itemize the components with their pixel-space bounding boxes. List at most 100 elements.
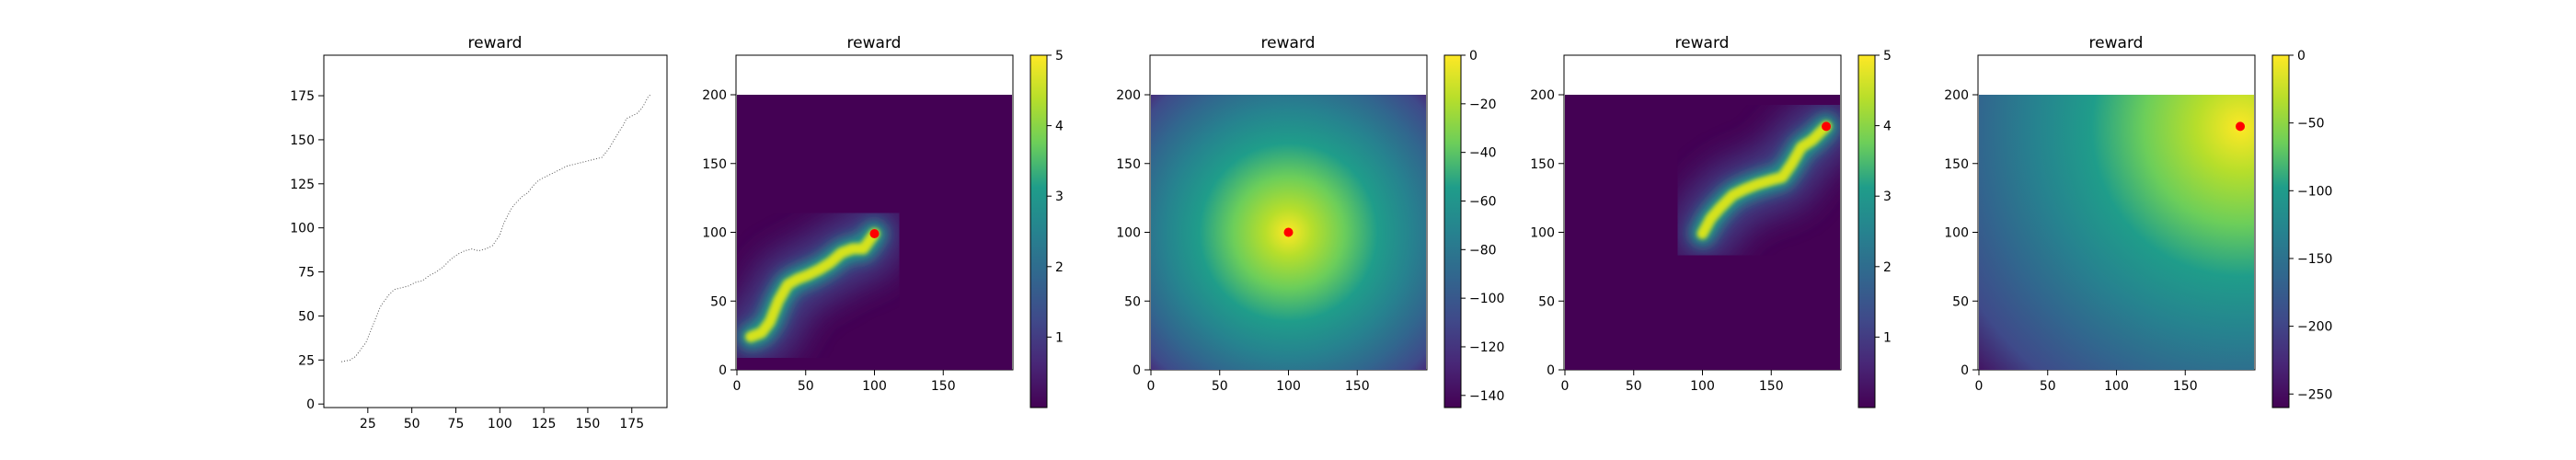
panel-3-colorbar-tick-label: −40 (1469, 146, 1497, 161)
panel-2-x-tick-label: 100 (862, 379, 887, 394)
panel-5-y-tick-label: 200 (1944, 88, 1969, 103)
panel-3-x-tick-label: 0 (1147, 379, 1156, 394)
panel-5-x-tick-label: 150 (2173, 379, 2198, 394)
panel-1-path-plot: reward 25 50 75 100 125 150 175 0 25 50 75 100 125 1… (290, 34, 668, 431)
panel-1-x-tick-label: 50 (404, 417, 420, 431)
panel-1-y-tick-label: 75 (298, 266, 315, 281)
panel-1-axes-frame (323, 54, 668, 408)
panel-3-colorbar-tick-label: −100 (1469, 292, 1504, 306)
panel-3-goal-marker (1283, 227, 1294, 237)
panel-4-x-ticks: 0 50 100 150 (1561, 370, 1784, 394)
panel-4-colorbar-ticks: 1 2 3 4 5 (1875, 49, 1892, 345)
panel-5-colorbar-tick-label: −150 (2297, 252, 2332, 267)
panel-4-title: reward (1675, 34, 1730, 52)
panel-4-colorbar-tick-label: 3 (1883, 190, 1892, 204)
panel-3-colorbar (1443, 54, 1462, 408)
panel-3-colorbar-tick-label: −20 (1469, 98, 1497, 112)
panel-2-y-ticks: 0 50 100 150 200 (702, 88, 736, 378)
panel-4-colorbar-tick-label: 5 (1883, 49, 1892, 63)
panel-1-y-tick-label: 125 (290, 178, 315, 192)
panel-4-colorbar (1857, 54, 1876, 408)
panel-4-path-core (1696, 121, 1832, 239)
panel-1-x-tick-label: 25 (360, 417, 376, 431)
panel-4-goal-marker (1822, 121, 1832, 132)
panel-5-title: reward (2089, 34, 2144, 52)
panel-5-image (1979, 95, 2254, 370)
panel-3-colorbar-ticks: 0 −20 −40 −60 −80 −100 −120 −140 (1461, 49, 1504, 404)
panel-2-title: reward (847, 34, 902, 52)
panel-2-y-tick-label: 50 (710, 294, 727, 309)
panel-3-x-tick-label: 150 (1345, 379, 1370, 394)
panel-2-colorbar-tick-label: 2 (1055, 260, 1064, 275)
panel-4-x-tick-label: 100 (1690, 379, 1715, 394)
panel-4-colorbar-tick-label: 4 (1883, 120, 1892, 134)
panel-1-y-tick-label: 100 (290, 222, 315, 236)
panel-4-colorbar-tick-label: 2 (1883, 260, 1892, 275)
panel-1-x-tick-label: 150 (576, 417, 601, 431)
panel-2-heatmap: reward 0 50 100 150 0 50 100 150 200 1 2 3 4 5 (702, 34, 1064, 408)
panel-1-series (341, 93, 652, 362)
panel-4-y-ticks: 0 50 100 150 200 (1530, 88, 1564, 378)
panel-3-colorbar-tick-label: −80 (1469, 243, 1497, 258)
panel-3-colorbar-tick-label: −120 (1469, 340, 1504, 355)
panel-3-y-tick-label: 0 (1133, 363, 1141, 378)
panel-5-x-ticks: 0 50 100 150 (1975, 370, 2198, 394)
panel-5-colorbar-tick-label: −250 (2297, 387, 2332, 402)
panel-1-x-tick-label: 125 (532, 417, 557, 431)
panel-2-colorbar (1029, 54, 1048, 408)
panel-2-colorbar-tick-label: 5 (1055, 49, 1064, 63)
panel-5-y-ticks: 0 50 100 150 200 (1944, 88, 1978, 378)
panel-2-colorbar-tick-label: 1 (1055, 330, 1064, 345)
panel-2-y-tick-label: 0 (719, 363, 727, 378)
panel-4-x-tick-label: 50 (1626, 379, 1642, 394)
panel-3-x-tick-label: 100 (1276, 379, 1301, 394)
panel-2-goal-marker (869, 228, 880, 238)
panel-2-y-tick-label: 200 (702, 88, 727, 103)
panel-5-y-tick-label: 100 (1944, 226, 1969, 241)
panel-1-x-tick-label: 175 (619, 417, 644, 431)
panel-1-path-line (341, 93, 652, 362)
panel-4-colorbar-tick-label: 1 (1883, 330, 1892, 345)
panel-2-x-tick-label: 0 (733, 379, 742, 394)
panel-3-y-tick-label: 100 (1116, 226, 1141, 241)
panel-2-colorbar-ticks: 1 2 3 4 5 (1047, 49, 1064, 345)
panel-5-y-tick-label: 50 (1952, 294, 1969, 309)
panel-3-colorbar-tick-label: −140 (1469, 389, 1504, 404)
panel-2-x-ticks: 0 50 100 150 (733, 370, 956, 394)
panel-3-y-tick-label: 50 (1124, 294, 1141, 309)
panel-5-colorbar-ticks: 0 −50 −100 −150 −200 −250 (2289, 49, 2332, 402)
panel-1-y-ticks: 0 25 50 75 100 125 150 175 (290, 89, 324, 412)
panel-2-x-tick-label: 50 (798, 379, 814, 394)
panel-3-y-tick-label: 150 (1116, 157, 1141, 172)
panel-3-heatmap: reward 0 50 100 150 0 50 100 150 200 0 −20 −40 −60… (1116, 34, 1504, 408)
panel-5-x-tick-label: 50 (2040, 379, 2056, 394)
panel-5-goal-marker (2236, 121, 2246, 132)
panel-1-title: reward (468, 34, 523, 52)
panel-4-y-tick-label: 100 (1530, 226, 1555, 241)
panel-3-x-tick-label: 50 (1212, 379, 1228, 394)
panel-5-x-tick-label: 0 (1975, 379, 1984, 394)
panel-5-y-tick-label: 0 (1961, 363, 1969, 378)
panel-2-y-tick-label: 100 (702, 226, 727, 241)
panel-3-x-ticks: 0 50 100 150 (1147, 370, 1370, 394)
panel-1-y-tick-label: 0 (306, 397, 315, 412)
panel-5-x-tick-label: 100 (2104, 379, 2129, 394)
panel-5-colorbar-tick-label: −200 (2297, 320, 2332, 335)
panel-3-y-tick-label: 200 (1116, 88, 1141, 103)
panel-2-colorbar-tick-label: 4 (1055, 120, 1064, 134)
panel-1-y-tick-label: 175 (290, 89, 315, 104)
panel-5-colorbar-tick-label: −50 (2297, 117, 2325, 132)
panel-2-colorbar-tick-label: 3 (1055, 190, 1064, 204)
panel-5-colorbar-tick-label: −100 (2297, 184, 2332, 199)
panel-4-x-tick-label: 0 (1561, 379, 1570, 394)
panel-1-x-tick-label: 100 (488, 417, 512, 431)
panel-4-image (1565, 95, 1840, 370)
panel-4-y-tick-label: 150 (1530, 157, 1555, 172)
panel-2-x-tick-label: 150 (931, 379, 956, 394)
panel-2-y-tick-label: 150 (702, 157, 727, 172)
panel-5-colorbar-tick-label: 0 (2297, 49, 2306, 63)
panel-1-y-tick-label: 150 (290, 133, 315, 148)
panel-5-colorbar (2271, 54, 2290, 408)
panel-4-y-tick-label: 200 (1530, 88, 1555, 103)
